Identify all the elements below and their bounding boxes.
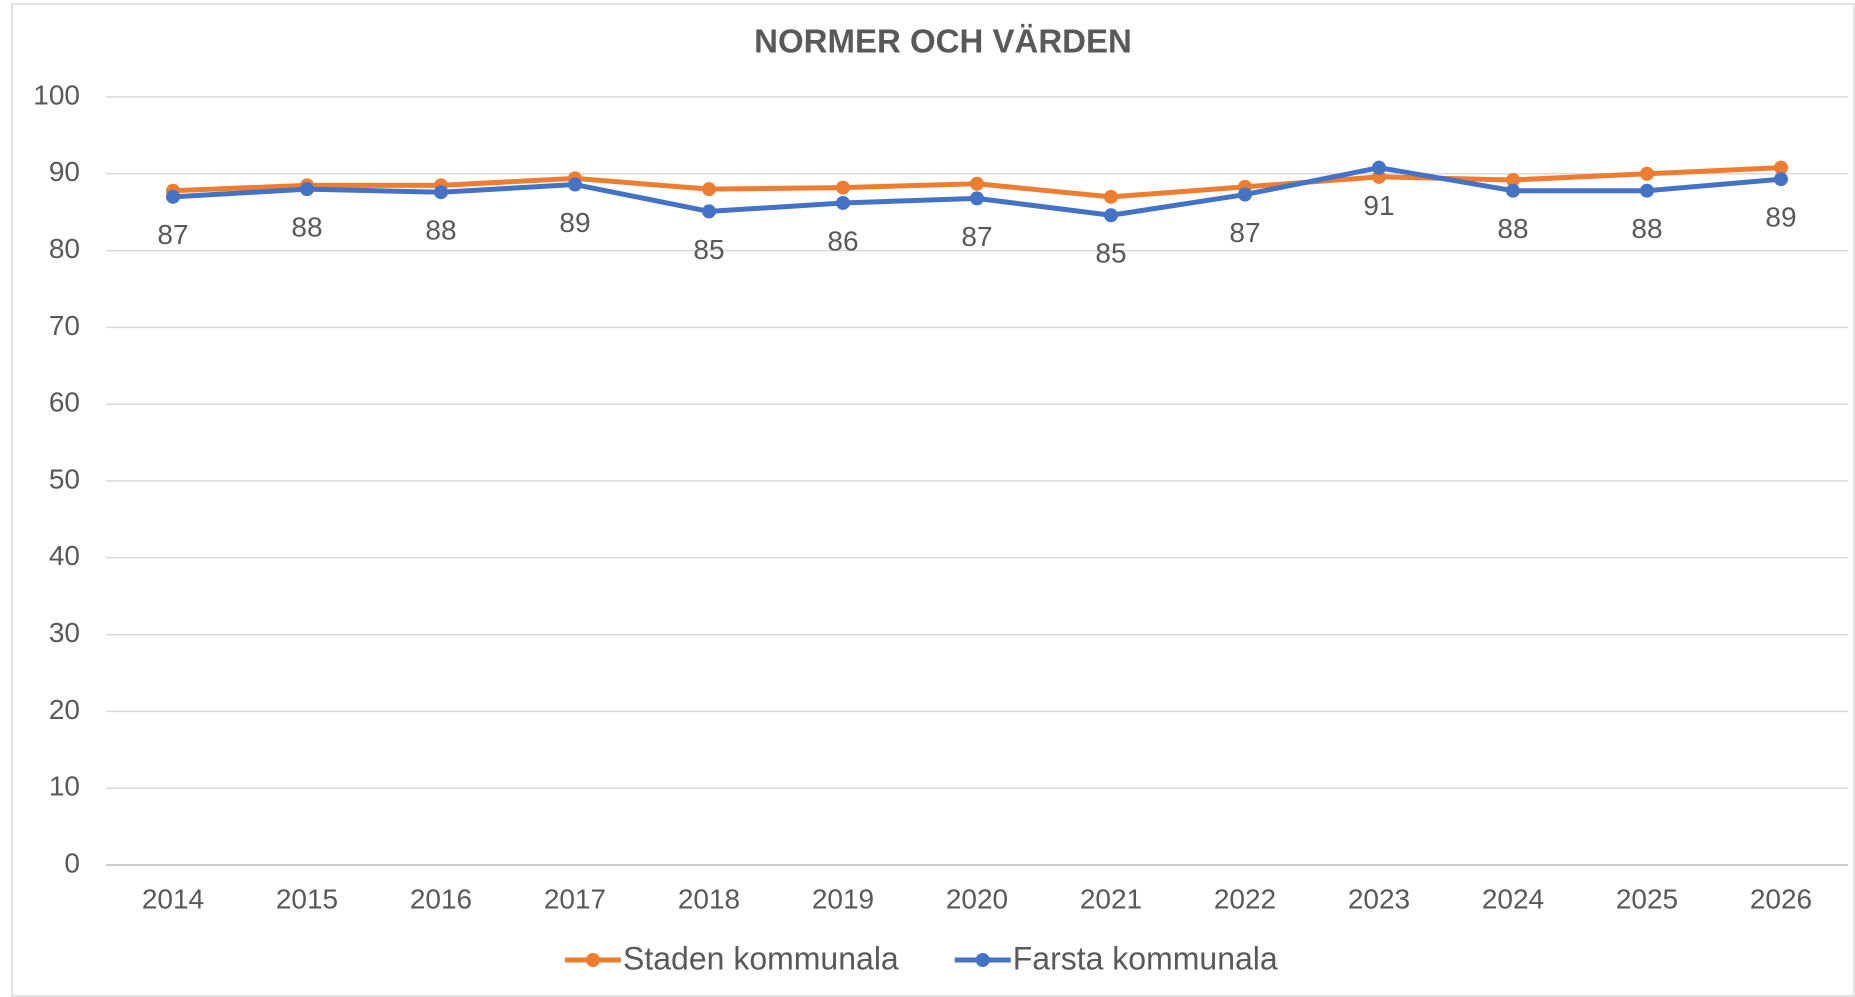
y-tick-label: 60	[49, 387, 80, 418]
data-label: 87	[1229, 217, 1260, 248]
x-tick-label: 2017	[544, 883, 606, 914]
data-label: 85	[1095, 238, 1126, 269]
y-tick-label: 90	[49, 156, 80, 187]
data-point	[1774, 172, 1788, 187]
data-point	[1104, 208, 1118, 223]
data-point	[970, 191, 984, 206]
legend-marker	[975, 953, 990, 967]
x-tick-label: 2025	[1616, 883, 1678, 914]
y-tick-label: 70	[49, 310, 80, 341]
legend-label: Staden kommunala	[623, 940, 899, 976]
data-label: 88	[1497, 213, 1528, 244]
y-tick-label: 50	[49, 463, 80, 494]
data-point	[1640, 183, 1654, 198]
legend-marker	[586, 953, 600, 967]
data-point	[1506, 183, 1520, 198]
x-tick-label: 2016	[410, 883, 472, 914]
x-tick-label: 2026	[1750, 883, 1812, 914]
data-point	[434, 185, 448, 200]
data-point	[1774, 160, 1788, 175]
data-label: 89	[1765, 202, 1796, 233]
data-label: 89	[559, 207, 590, 238]
x-tick-label: 2024	[1482, 883, 1544, 914]
chart-frame	[11, 3, 1855, 997]
data-label: 87	[157, 219, 188, 250]
y-tick-label: 10	[49, 771, 80, 802]
data-point	[1104, 189, 1118, 204]
data-point	[702, 204, 716, 219]
data-point	[166, 189, 180, 204]
y-tick-label: 0	[64, 847, 80, 878]
legend-label: Farsta kommunala	[1013, 940, 1278, 976]
data-label: 88	[425, 215, 456, 246]
data-point	[1640, 166, 1654, 181]
y-tick-label: 80	[49, 233, 80, 264]
data-label: 91	[1363, 190, 1394, 221]
data-point	[1372, 160, 1386, 175]
data-label: 88	[1631, 213, 1662, 244]
x-tick-label: 2023	[1348, 883, 1410, 914]
x-tick-label: 2015	[276, 883, 338, 914]
x-tick-label: 2022	[1214, 883, 1276, 914]
y-tick-label: 100	[33, 79, 80, 110]
data-point	[1506, 172, 1520, 187]
data-point	[702, 182, 716, 197]
y-tick-label: 20	[49, 694, 80, 725]
y-tick-label: 40	[49, 540, 80, 571]
data-point	[300, 182, 314, 197]
x-tick-label: 2014	[142, 883, 204, 914]
data-label: 86	[827, 225, 858, 256]
data-point	[568, 177, 582, 192]
x-tick-label: 2020	[946, 883, 1008, 914]
data-label: 85	[693, 234, 724, 265]
data-point	[836, 180, 850, 195]
data-point	[836, 195, 850, 210]
chart-title: NORMER OCH VÄRDEN	[754, 23, 1132, 60]
data-point	[970, 176, 984, 191]
data-label: 87	[961, 221, 992, 252]
x-tick-label: 2019	[812, 883, 874, 914]
y-tick-label: 30	[49, 617, 80, 648]
data-label: 88	[291, 212, 322, 243]
x-tick-label: 2018	[678, 883, 740, 914]
data-point	[1238, 187, 1252, 202]
x-tick-label: 2021	[1080, 883, 1142, 914]
